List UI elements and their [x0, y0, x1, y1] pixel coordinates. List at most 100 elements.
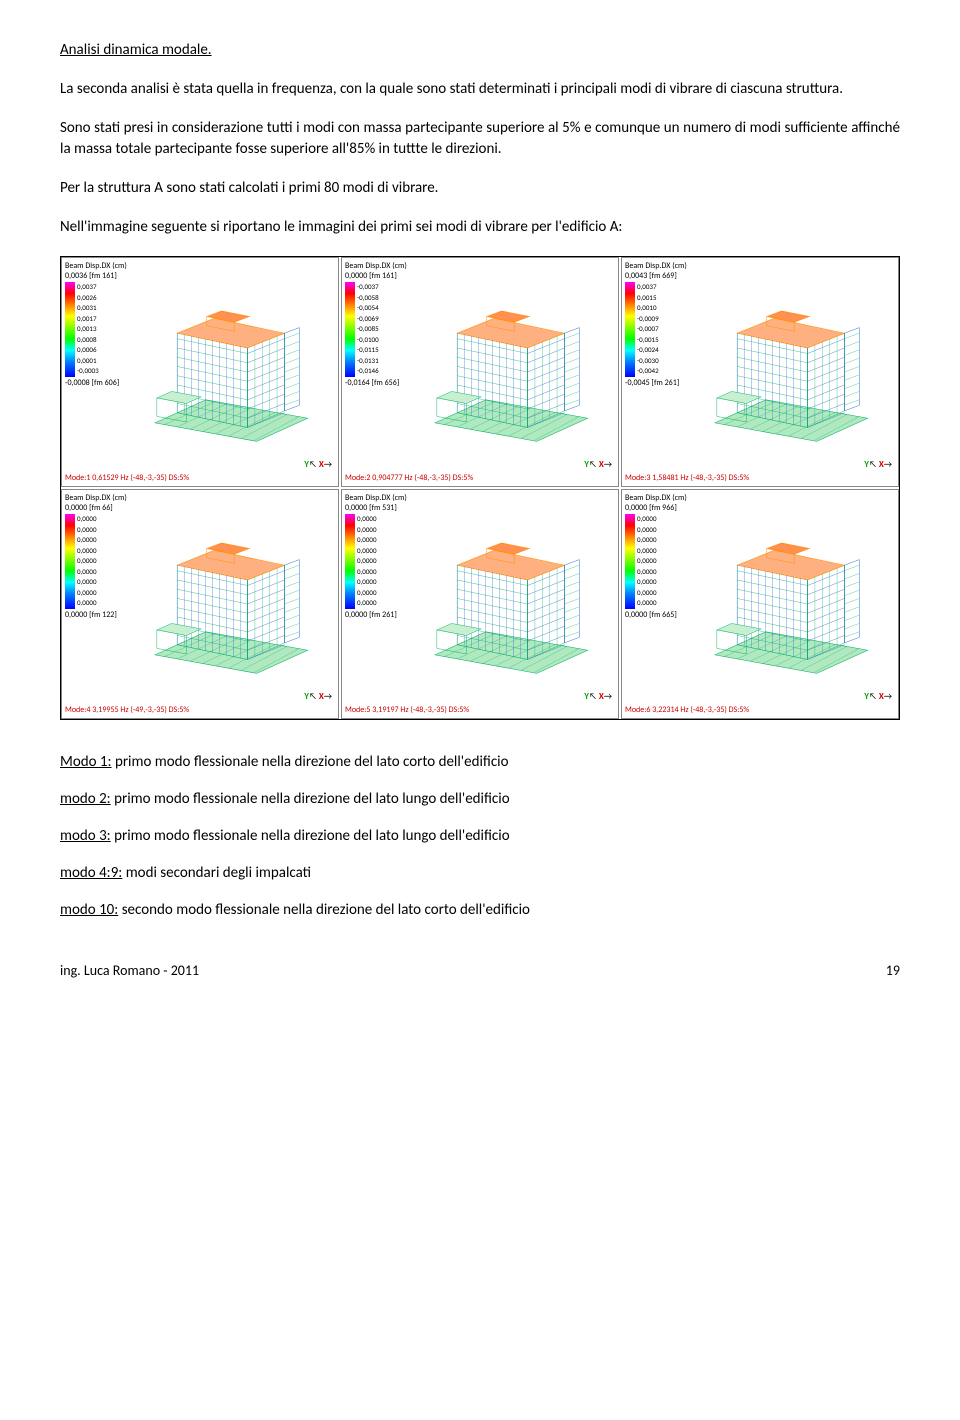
legend-value: 0,0000 [637, 525, 657, 536]
paragraph: Sono stati presi in considerazione tutti… [60, 118, 900, 160]
mode-text: primo modo flessionale nella direzione d… [111, 790, 510, 808]
legend-values: 0,00000,00000,00000,00000,00000,00000,00… [77, 514, 97, 609]
section-title: Analisi dinamica modale. [60, 40, 900, 61]
legend-value: 0,0000 [637, 577, 657, 588]
mode-label: modo 3: [60, 827, 111, 845]
axis-triad-icon: Y↖ X→ [304, 459, 332, 472]
axis-triad-icon: Y↖ X→ [864, 691, 892, 704]
mode-description: modo 3: primo modo flessionale nella dir… [60, 826, 900, 847]
legend-value: 0,0000 [357, 514, 377, 525]
legend-value: -0,0085 [357, 324, 379, 335]
structure-render [410, 530, 608, 678]
color-legend [345, 282, 355, 377]
panel-min: -0,0008 [fm 606] [65, 378, 119, 389]
legend-value: -0,0024 [637, 345, 659, 356]
color-legend [65, 282, 75, 377]
mode-description: Modo 1: primo modo flessionale nella dir… [60, 752, 900, 773]
legend-value: 0,0000 [357, 598, 377, 609]
panel-max: 0,0000 [fm 966] [625, 503, 677, 514]
legend-value: -0,0146 [357, 366, 379, 377]
legend-value: 0,0000 [77, 588, 97, 599]
legend-value: 0,0000 [637, 546, 657, 557]
paragraph: La seconda analisi è stata quella in fre… [60, 79, 900, 100]
mode-description: modo 10: secondo modo flessionale nella … [60, 900, 900, 921]
mode-shape-panel: Beam Disp.DX (cm)0,0043 [fm 669]0,00370,… [621, 257, 899, 487]
legend-value: -0,0115 [357, 345, 379, 356]
mode-text: secondo modo flessionale nella direzione… [118, 901, 530, 919]
legend-value: 0,0000 [357, 556, 377, 567]
legend-value: 0,0000 [77, 577, 97, 588]
axis-triad-icon: Y↖ X→ [304, 691, 332, 704]
legend-value: 0,0037 [637, 282, 659, 293]
legend-values: 0,00370,00150,0010-0,0009-0,0007-0,0015-… [637, 282, 659, 377]
mode-text: primo modo flessionale nella direzione d… [112, 753, 509, 771]
panel-max: 0,0000 [fm 161] [345, 271, 397, 282]
panel-max: 0,0000 [fm 531] [345, 503, 397, 514]
mode-description-list: Modo 1: primo modo flessionale nella dir… [60, 752, 900, 921]
legend-value: 0,0026 [77, 293, 99, 304]
legend-value: 0,0000 [637, 598, 657, 609]
legend-value: 0,0000 [357, 567, 377, 578]
panel-caption: Mode:4 3,19955 Hz (-49,-3,-35) DS:5% [65, 705, 189, 716]
mode-shape-panel: Beam Disp.DX (cm)0,0000 [fm 966]0,00000,… [621, 489, 899, 719]
footer-author: ing. Luca Romano - 2011 [60, 961, 199, 981]
panel-min: 0,0000 [fm 261] [345, 610, 397, 621]
panel-max: 0,0043 [fm 669] [625, 271, 677, 282]
panel-caption: Mode:3 1,58481 Hz (-48,-3,-35) DS:5% [625, 473, 749, 484]
panel-min: -0,0045 [fm 261] [625, 378, 679, 389]
mode-label: Modo 1: [60, 753, 112, 771]
panel-min: 0,0000 [fm 122] [65, 610, 117, 621]
legend-value: 0,0017 [77, 314, 99, 325]
legend-values: 0,00000,00000,00000,00000,00000,00000,00… [637, 514, 657, 609]
panel-max: 0,0000 [fm 66] [65, 503, 113, 514]
structure-render [410, 298, 608, 446]
legend-value: 0,0031 [77, 303, 99, 314]
legend-value: 0,0000 [637, 588, 657, 599]
structure-render [130, 298, 328, 446]
legend-value: 0,0000 [77, 556, 97, 567]
legend-value: 0,0000 [77, 598, 97, 609]
mode-text: primo modo flessionale nella direzione d… [111, 827, 510, 845]
mode-label: modo 2: [60, 790, 111, 808]
structure-render [690, 530, 888, 678]
panel-caption: Mode:5 3,19197 Hz (-48,-3,-35) DS:5% [345, 705, 469, 716]
legend-value: -0,0069 [357, 314, 379, 325]
mode-shape-panel: Beam Disp.DX (cm)0,0000 [fm 161]-0,0037-… [341, 257, 619, 487]
legend-value: -0,0009 [637, 314, 659, 325]
panel-caption: Mode:2 0,904777 Hz (-48,-3,-35) DS:5% [345, 473, 473, 484]
legend-value: 0,0000 [637, 514, 657, 525]
legend-value: 0,0000 [637, 567, 657, 578]
legend-value: 0,0000 [77, 514, 97, 525]
legend-value: 0,0000 [637, 556, 657, 567]
legend-values: 0,00370,00260,00310,00170,00130,00080,00… [77, 282, 99, 377]
mode-shape-panel: Beam Disp.DX (cm)0,0000 [fm 66]0,00000,0… [61, 489, 339, 719]
mode-shape-panel: Beam Disp.DX (cm)0,0036 [fm 161]0,00370,… [61, 257, 339, 487]
axis-triad-icon: Y↖ X→ [584, 691, 612, 704]
mode-label: modo 10: [60, 901, 118, 919]
structure-render [130, 530, 328, 678]
color-legend [625, 514, 635, 609]
axis-triad-icon: Y↖ X→ [864, 459, 892, 472]
legend-value: 0,0010 [637, 303, 659, 314]
legend-value: -0,0030 [637, 356, 659, 367]
legend-value: 0,0000 [77, 535, 97, 546]
mode-description: modo 4:9: modi secondari degli impalcati [60, 863, 900, 884]
legend-value: -0,0042 [637, 366, 659, 377]
legend-value: -0,0054 [357, 303, 379, 314]
legend-value: -0,0007 [637, 324, 659, 335]
panel-min: -0,0164 [fm 656] [345, 378, 399, 389]
page-number: 19 [886, 961, 900, 981]
legend-value: 0,0000 [77, 546, 97, 557]
legend-value: 0,0000 [77, 567, 97, 578]
mode-shape-grid: Beam Disp.DX (cm)0,0036 [fm 161]0,00370,… [60, 256, 900, 720]
legend-value: -0,0015 [637, 335, 659, 346]
mode-text: modi secondari degli impalcati [122, 864, 311, 882]
page-footer: ing. Luca Romano - 2011 19 [60, 961, 900, 981]
axis-triad-icon: Y↖ X→ [584, 459, 612, 472]
panel-caption: Mode:1 0,61529 Hz (-48,-3,-35) DS:5% [65, 473, 189, 484]
legend-value: 0,0000 [77, 525, 97, 536]
legend-value: 0,0008 [77, 335, 99, 346]
color-legend [65, 514, 75, 609]
legend-value: 0,0000 [357, 535, 377, 546]
panel-max: 0,0036 [fm 161] [65, 271, 117, 282]
